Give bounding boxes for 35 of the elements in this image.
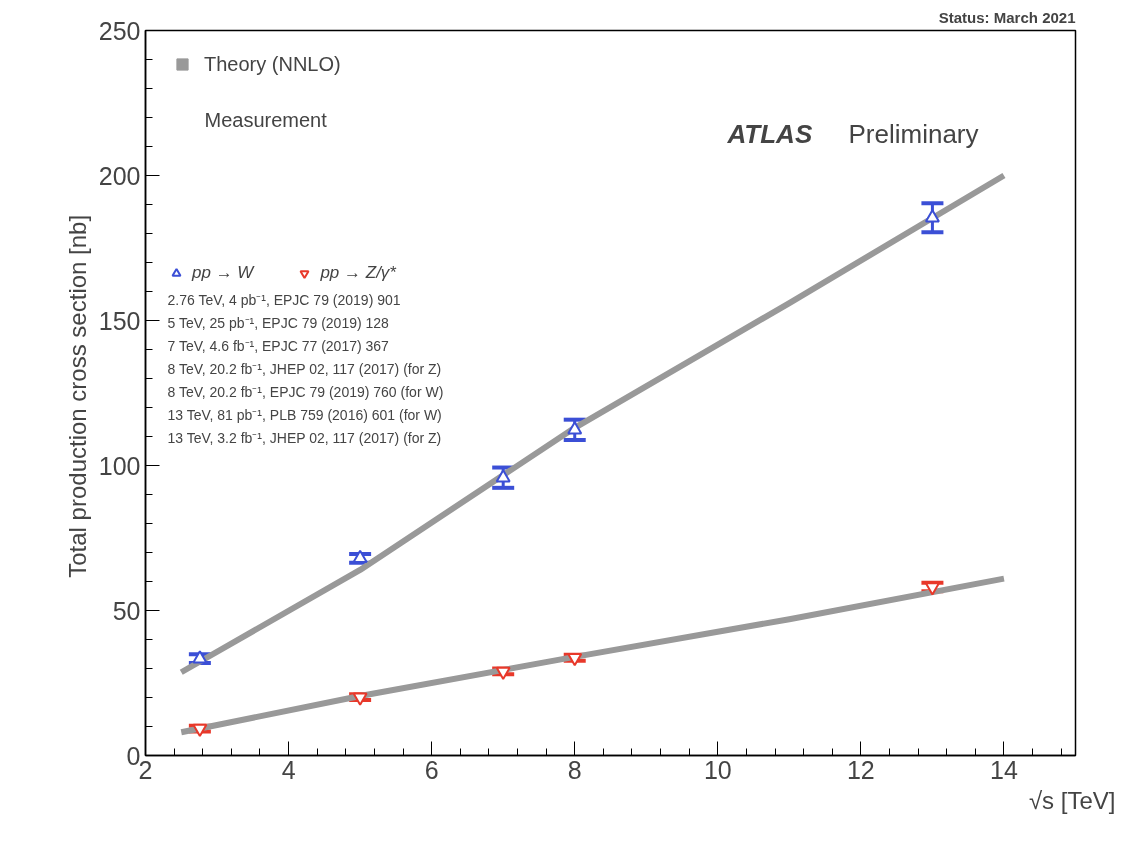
point — [567, 653, 583, 667]
y-tick-label: 50 — [112, 596, 141, 625]
point — [924, 209, 940, 223]
annotation: 13 TeV, 3.2 fb⁻¹, JHEP 02, 117 (2017) (for Z) — [167, 429, 442, 446]
annotation: 2.76 TeV, 4 pb⁻¹, EPJC 79 (2019) 901 — [167, 291, 401, 308]
legend-label: pp → Z/γ* — [320, 263, 396, 283]
y-tick-label: 150 — [98, 306, 141, 335]
point — [192, 723, 208, 738]
x-tick-label: 4 — [281, 755, 296, 784]
point — [495, 469, 511, 483]
text: Status: March 2021 — [938, 8, 1076, 26]
legend-label: Theory (NNLO) — [204, 52, 341, 76]
x-tick-label: 6 — [424, 755, 439, 784]
point — [352, 692, 368, 706]
x-tick-label: 14 — [990, 755, 1018, 784]
point — [495, 666, 511, 680]
y-axis-title: Total production cross section [nb] — [63, 214, 91, 578]
annotation: Preliminary — [848, 118, 979, 149]
annotation: Measurement — [204, 108, 328, 131]
x-tick-label: 12 — [846, 755, 875, 784]
annotation: 7 TeV, 4.6 fb⁻¹, EPJC 77 (2017) 367 — [167, 337, 390, 354]
annotation: 13 TeV, 81 pb⁻¹, PLB 759 (2016) 601 (for W) — [167, 406, 442, 423]
annotation: 5 TeV, 25 pb⁻¹, EPJC 79 (2019) 128 — [167, 314, 390, 331]
point — [567, 421, 583, 435]
annotation: 8 TeV, 20.2 fb⁻¹, EPJC 79 (2019) 760 (for W) — [167, 383, 444, 400]
y-tick-label: 100 — [98, 451, 141, 480]
annotation: ATLAS — [726, 118, 813, 149]
y-tick-label: 200 — [98, 161, 141, 190]
x-tick-label: 10 — [703, 755, 732, 784]
x-tick-label: 8 — [567, 755, 582, 784]
y-tick-label: 250 — [98, 16, 141, 45]
legend-label: pp → W — [192, 263, 254, 283]
annotation: 8 TeV, 20.2 fb⁻¹, JHEP 02, 117 (2017) (for Z) — [167, 360, 442, 377]
y-tick-label: 0 — [126, 741, 141, 770]
x-axis-title: √s [TeV] — [1028, 786, 1116, 814]
